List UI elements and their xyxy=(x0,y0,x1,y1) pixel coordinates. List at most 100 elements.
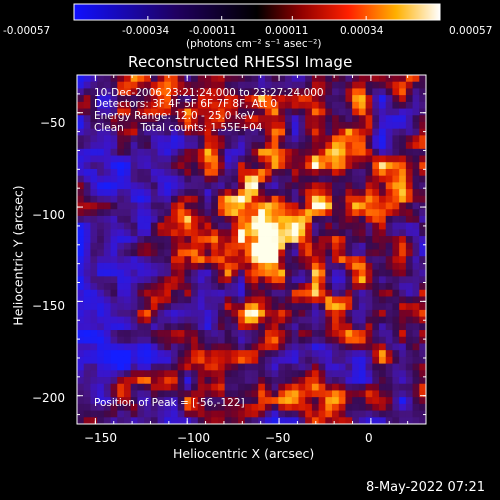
heatmap-cell xyxy=(217,209,226,217)
heatmap-cell xyxy=(352,81,360,89)
heatmap-cell xyxy=(318,202,326,210)
heatmap-cell xyxy=(338,168,346,177)
heatmap-cell xyxy=(405,209,413,217)
heatmap-cell xyxy=(77,242,85,250)
heatmap-cell xyxy=(332,377,340,385)
heatmap-cell xyxy=(217,276,226,284)
heatmap-cell xyxy=(345,108,353,116)
heatmap-cell xyxy=(392,195,400,203)
heatmap-cell xyxy=(110,242,118,250)
heatmap-cell xyxy=(251,189,259,197)
heatmap-cell xyxy=(251,343,259,351)
heatmap-cell xyxy=(264,222,273,230)
heatmap-cell xyxy=(385,363,393,371)
heatmap-cell xyxy=(345,162,353,170)
heatmap-cell xyxy=(365,249,373,257)
heatmap-cell xyxy=(379,296,387,304)
heatmap-cell xyxy=(164,370,172,378)
heatmap-cell xyxy=(170,115,179,123)
heatmap-cell xyxy=(258,189,266,197)
heatmap-cell xyxy=(164,343,172,351)
heatmap-cell xyxy=(332,162,340,170)
heatmap-cell xyxy=(157,115,165,123)
heatmap-cell xyxy=(271,175,279,183)
heatmap-cell xyxy=(278,108,286,116)
heatmap-cell xyxy=(217,182,226,190)
heatmap-cell xyxy=(191,336,199,344)
heatmap-cell xyxy=(345,95,353,103)
heatmap-cell xyxy=(157,262,165,271)
heatmap-cell xyxy=(345,256,353,264)
heatmap-cell xyxy=(291,256,299,264)
heatmap-cell xyxy=(177,303,185,311)
heatmap-cell xyxy=(419,242,426,250)
heatmap-cell xyxy=(264,289,273,297)
heatmap-cell xyxy=(137,195,145,203)
heatmap-cell xyxy=(338,417,346,424)
heatmap-cell xyxy=(77,417,85,424)
heatmap-cell xyxy=(298,403,306,411)
heatmap-cell xyxy=(170,383,179,391)
heatmap-cell xyxy=(372,108,380,116)
heatmap-cell xyxy=(412,309,420,318)
heatmap-cell xyxy=(110,296,118,304)
heatmap-cell xyxy=(318,256,326,264)
heatmap-cell xyxy=(177,283,185,291)
heatmap-cell xyxy=(157,95,165,103)
heatmap-cell xyxy=(298,390,306,398)
heatmap-cell xyxy=(419,289,426,297)
heatmap-cell xyxy=(305,336,313,344)
heatmap-cell xyxy=(311,256,320,264)
heatmap-cell xyxy=(177,356,185,364)
heatmap-cell xyxy=(211,403,219,411)
heatmap-cell xyxy=(419,229,426,237)
heatmap-cell xyxy=(191,182,199,190)
heatmap-cell xyxy=(372,128,380,136)
heatmap-cell xyxy=(405,128,413,136)
heatmap-cell xyxy=(412,303,420,311)
heatmap-cell xyxy=(117,269,125,277)
heatmap-cell xyxy=(291,343,299,351)
heatmap-cell xyxy=(251,276,259,284)
heatmap-cell xyxy=(117,283,125,291)
heatmap-cell xyxy=(419,417,426,424)
heatmap-cell xyxy=(157,148,165,156)
heatmap-cell xyxy=(392,390,400,398)
heatmap-cell xyxy=(258,229,266,237)
heatmap-cell xyxy=(77,236,85,244)
heatmap-cell xyxy=(291,95,299,103)
heatmap-cell xyxy=(372,75,380,83)
heatmap-cell xyxy=(238,309,246,318)
heatmap-cell xyxy=(392,309,400,318)
heatmap-cell xyxy=(345,397,353,405)
heatmap-cell xyxy=(191,168,199,177)
heatmap-cell xyxy=(123,108,132,116)
heatmap-cell xyxy=(298,296,306,304)
heatmap-cell xyxy=(83,336,91,344)
heatmap-cell xyxy=(352,148,360,156)
heatmap-cell xyxy=(332,189,340,197)
heatmap-cell xyxy=(217,370,226,378)
heatmap-cell xyxy=(90,256,98,264)
heatmap-cell xyxy=(385,95,393,103)
heatmap-cell xyxy=(332,229,340,237)
heatmap-cell xyxy=(144,195,152,203)
heatmap-cell xyxy=(412,356,420,364)
heatmap-cell xyxy=(305,229,313,237)
heatmap-cell xyxy=(278,162,286,170)
heatmap-cell xyxy=(285,155,293,163)
heatmap-cell xyxy=(305,135,313,143)
heatmap-cell xyxy=(311,323,320,331)
heatmap-cell xyxy=(352,330,360,338)
heatmap-cell xyxy=(123,417,132,424)
heatmap-cell xyxy=(150,162,158,170)
heatmap-cell xyxy=(271,363,279,371)
heatmap-cell xyxy=(291,356,299,364)
heatmap-cell xyxy=(184,162,192,170)
heatmap-cell xyxy=(399,182,407,190)
heatmap-cell xyxy=(83,108,91,116)
heatmap-cell xyxy=(412,397,420,405)
heatmap-cell xyxy=(264,356,273,364)
heatmap-cell xyxy=(372,410,380,418)
heatmap-cell xyxy=(291,323,299,331)
